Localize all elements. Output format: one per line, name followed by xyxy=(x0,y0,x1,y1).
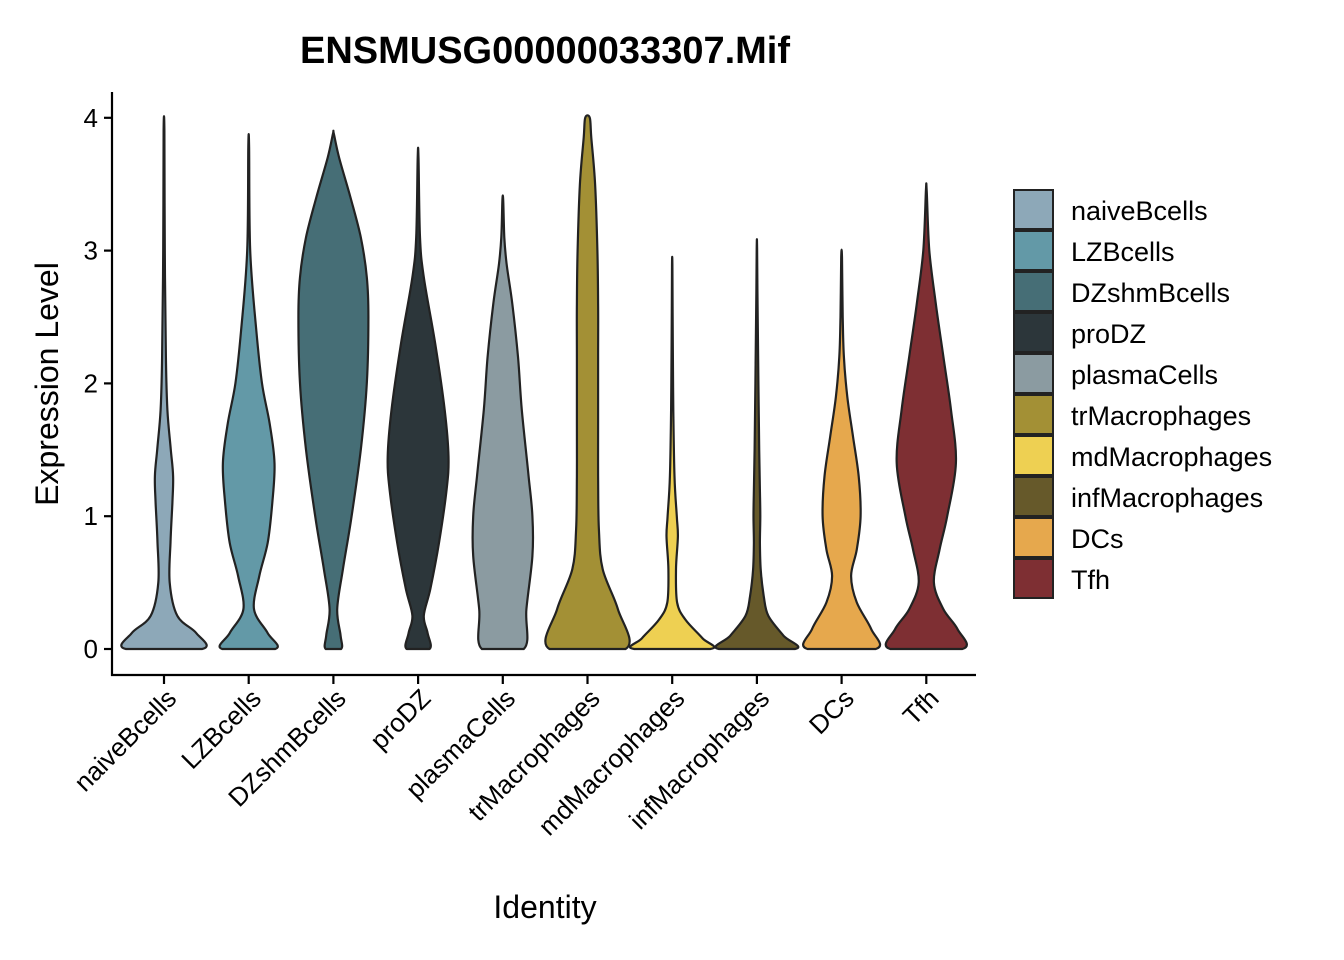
y-tick-label: 0 xyxy=(84,634,98,664)
violin-naiveBcells xyxy=(120,115,208,651)
violin-infMacrophages xyxy=(714,238,800,651)
violin-mdMacrophages xyxy=(628,255,716,651)
legend-key xyxy=(1013,476,1054,517)
violin-LZBcells xyxy=(218,133,279,651)
legend-key xyxy=(1013,230,1054,271)
x-tick-label: Tfh xyxy=(897,683,945,731)
violin-DZshmBcells xyxy=(297,129,370,651)
y-axis-title: Expression Level xyxy=(29,262,65,506)
legend-label: trMacrophages xyxy=(1071,401,1251,431)
y-tick-label: 1 xyxy=(84,501,98,531)
legend-key xyxy=(1013,189,1054,230)
legend-key xyxy=(1013,353,1054,394)
legend-label: DCs xyxy=(1071,524,1124,554)
legend-label: mdMacrophages xyxy=(1071,442,1272,472)
legend-label: infMacrophages xyxy=(1071,483,1263,513)
x-tick-label: mdMacrophages xyxy=(532,683,690,841)
chart-title: ENSMUSG00000033307.Mif xyxy=(300,30,790,72)
violin-trMacrophages xyxy=(544,114,631,651)
violin-proDZ xyxy=(386,146,450,651)
legend-key xyxy=(1013,271,1054,312)
legend-key xyxy=(1013,558,1054,599)
y-ticks: 0 1 2 3 4 xyxy=(84,103,112,664)
legend-key xyxy=(1013,394,1054,435)
y-tick-label: 4 xyxy=(84,103,98,133)
violin-Tfh xyxy=(884,182,968,651)
y-tick-label: 2 xyxy=(84,368,98,398)
x-tick-label: naiveBcells xyxy=(68,683,182,797)
x-tick-label: DCs xyxy=(803,683,860,740)
legend: naiveBcells LZBcells DZshmBcells proDZ plasm… xyxy=(1013,189,1272,599)
x-tick-label: proDZ xyxy=(364,683,436,755)
x-axis-title: Identity xyxy=(493,889,596,925)
legend-label: Tfh xyxy=(1071,565,1110,595)
legend-label: naiveBcells xyxy=(1071,196,1208,226)
legend-label: LZBcells xyxy=(1071,237,1175,267)
legend-label: plasmaCells xyxy=(1071,360,1218,390)
legend-key xyxy=(1013,312,1054,353)
y-tick-label: 3 xyxy=(84,236,98,266)
legend-label: proDZ xyxy=(1071,319,1146,349)
violin-plasmaCells xyxy=(471,194,535,651)
legend-label: DZshmBcells xyxy=(1071,278,1230,308)
violin-DCs xyxy=(802,248,882,651)
legend-key xyxy=(1013,435,1054,476)
legend-key xyxy=(1013,517,1054,558)
violins xyxy=(120,114,968,651)
